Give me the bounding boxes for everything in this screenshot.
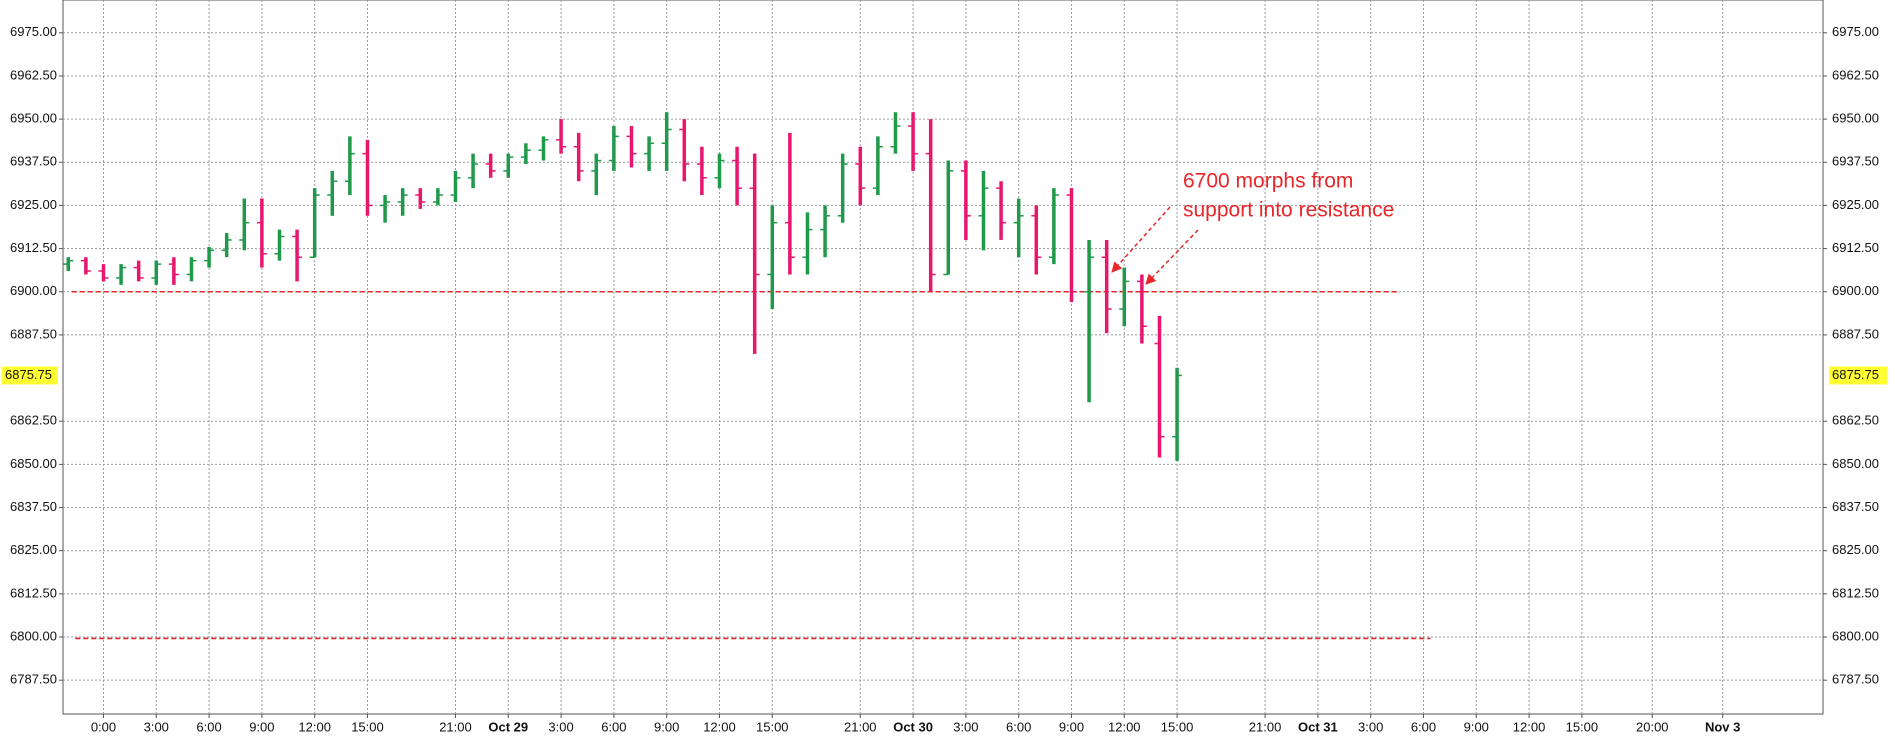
y-tick-label: 6912.50 <box>1832 240 1879 255</box>
x-tick-label: 15:00 <box>351 719 384 734</box>
y-tick-label: 6900.00 <box>1832 283 1879 298</box>
x-tick-label: 9:00 <box>249 719 274 734</box>
y-tick-label: 6900.00 <box>10 283 57 298</box>
y-tick-label: 6925.00 <box>10 197 57 212</box>
x-tick-label: 20:00 <box>1636 719 1669 734</box>
x-tick-label: 21:00 <box>1249 719 1282 734</box>
y-tick-label: 6787.50 <box>1832 672 1879 687</box>
y-tick-label: 6812.50 <box>10 585 57 600</box>
x-tick-label: 12:00 <box>1513 719 1546 734</box>
y-tick-label: 6962.50 <box>1832 67 1879 82</box>
x-tick-label: 15:00 <box>1161 719 1194 734</box>
y-tick-label: 6825.00 <box>1832 542 1879 557</box>
y-tick-label: 6825.00 <box>10 542 57 557</box>
y-tick-label: 6912.50 <box>10 240 57 255</box>
x-tick-label: Oct 30 <box>893 719 933 734</box>
x-tick-label: 6:00 <box>196 719 221 734</box>
y-tick-label: 6975.00 <box>1832 24 1879 39</box>
y-tick-label: 6887.50 <box>10 326 57 341</box>
y-tick-label: 6950.00 <box>1832 111 1879 126</box>
y-tick-label: 6937.50 <box>1832 154 1879 169</box>
x-tick-label: 21:00 <box>844 719 877 734</box>
last-price-label: 6875.75 <box>1832 367 1879 382</box>
y-tick-label: 6850.00 <box>10 456 57 471</box>
plot-frame <box>62 0 1824 715</box>
x-tick-label: Nov 3 <box>1705 719 1740 734</box>
x-tick-label: 9:00 <box>1059 719 1084 734</box>
y-tick-label: 6800.00 <box>1832 628 1879 643</box>
x-tick-label: 3:00 <box>548 719 573 734</box>
x-tick-label: Oct 29 <box>488 719 528 734</box>
x-tick-label: 3:00 <box>953 719 978 734</box>
last-price-marker <box>2 366 58 385</box>
y-tick-label: 6800.00 <box>10 628 57 643</box>
y-tick-label: 6937.50 <box>10 154 57 169</box>
y-tick-label: 6862.50 <box>10 413 57 428</box>
y-tick-label: 6975.00 <box>10 24 57 39</box>
x-tick-label: 6:00 <box>1411 719 1436 734</box>
x-tick-label: 0:00 <box>91 719 116 734</box>
x-tick-label: 9:00 <box>654 719 679 734</box>
y-tick-label: 6787.50 <box>10 672 57 687</box>
y-tick-label: 6850.00 <box>1832 456 1879 471</box>
x-tick-label: 3:00 <box>144 719 169 734</box>
x-tick-label: 12:00 <box>703 719 736 734</box>
x-tick-label: 15:00 <box>756 719 789 734</box>
x-tick-label: 6:00 <box>1006 719 1031 734</box>
x-tick-label: 12:00 <box>1108 719 1141 734</box>
annotation-arrow <box>1145 229 1199 285</box>
last-price-label: 6875.75 <box>5 367 52 382</box>
x-tick-label: Oct 31 <box>1298 719 1338 734</box>
x-tick-label: 12:00 <box>298 719 331 734</box>
y-tick-label: 6837.50 <box>10 499 57 514</box>
x-tick-label: 9:00 <box>1464 719 1489 734</box>
annotation: 6700 morphs from <box>1183 170 1353 193</box>
annotation-arrow <box>1111 206 1171 273</box>
y-tick-label: 6812.50 <box>1832 585 1879 600</box>
last-price-marker <box>1829 366 1887 385</box>
x-tick-label: 3:00 <box>1358 719 1383 734</box>
x-tick-label: 6:00 <box>601 719 626 734</box>
annotation: support into resistance <box>1183 199 1394 222</box>
y-tick-label: 6962.50 <box>10 67 57 82</box>
y-tick-label: 6950.00 <box>10 111 57 126</box>
y-tick-label: 6887.50 <box>1832 326 1879 341</box>
y-tick-label: 6862.50 <box>1832 413 1879 428</box>
y-tick-label: 6837.50 <box>1832 499 1879 514</box>
y-tick-label: 6925.00 <box>1832 197 1879 212</box>
x-tick-label: 15:00 <box>1566 719 1599 734</box>
x-tick-label: 21:00 <box>439 719 472 734</box>
